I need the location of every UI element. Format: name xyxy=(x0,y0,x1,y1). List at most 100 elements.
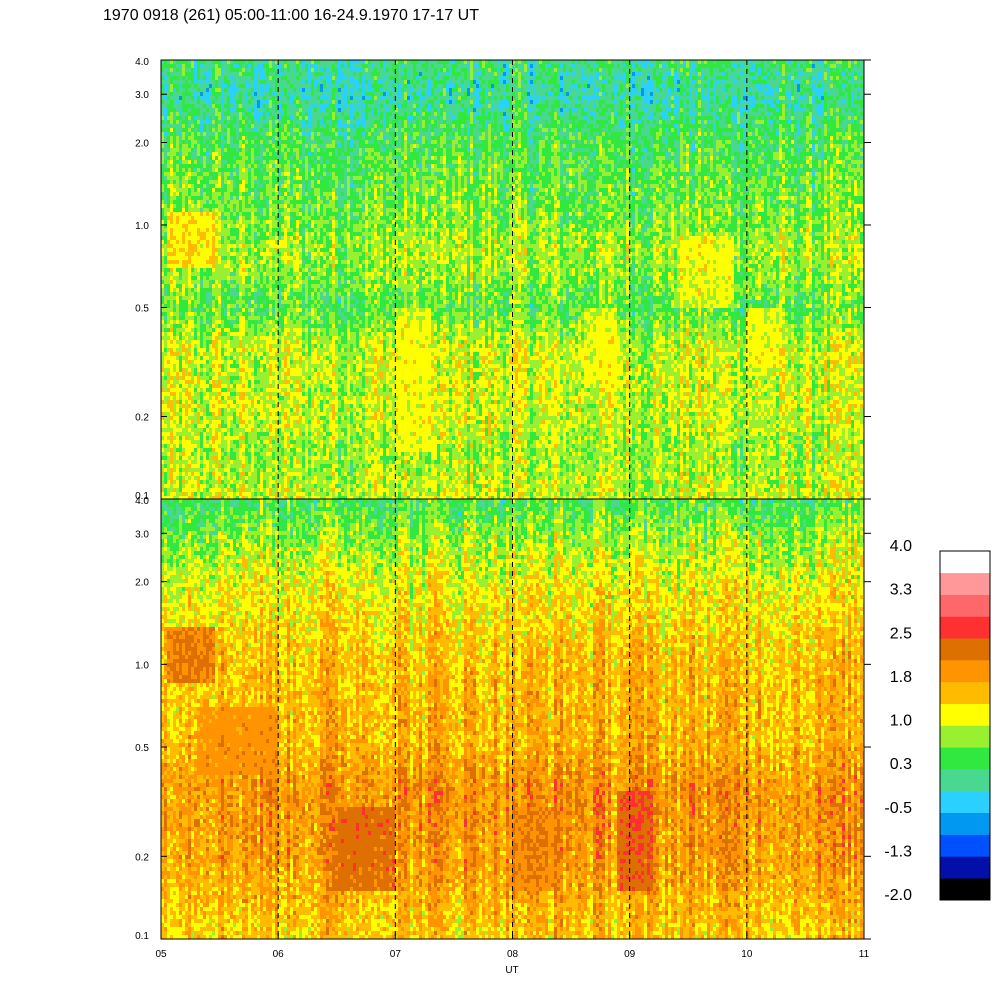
heatmap-cell xyxy=(200,440,203,444)
heatmap-cell xyxy=(245,348,248,352)
heatmap-cell xyxy=(263,240,266,244)
heatmap-cell xyxy=(167,360,170,364)
heatmap-cell xyxy=(287,444,290,448)
heatmap-cell xyxy=(236,464,239,468)
heatmap-cell xyxy=(191,352,194,356)
heatmap-cell xyxy=(245,416,248,420)
heatmap-cell xyxy=(167,332,170,336)
heatmap-cell xyxy=(188,488,191,492)
heatmap-cell xyxy=(287,352,290,356)
heatmap-cell xyxy=(206,312,209,316)
heatmap-cell xyxy=(233,248,236,252)
heatmap-cell xyxy=(185,248,188,252)
heatmap-cell xyxy=(167,400,170,404)
heatmap-cell xyxy=(182,204,185,208)
heatmap-cell xyxy=(230,376,233,380)
heatmap-cell xyxy=(224,176,227,180)
heatmap-cell xyxy=(269,140,272,144)
heatmap-cell xyxy=(179,188,182,192)
heatmap-cell xyxy=(254,264,257,268)
heatmap-cell xyxy=(224,344,227,348)
heatmap-cell xyxy=(173,284,176,288)
heatmap-cell xyxy=(230,284,233,288)
heatmap-cell xyxy=(227,100,230,104)
heatmap-cell xyxy=(260,416,263,420)
heatmap-cell xyxy=(188,436,191,440)
heatmap-cell xyxy=(191,216,194,220)
heatmap-cell xyxy=(224,376,227,380)
heatmap-cell xyxy=(182,220,185,224)
heatmap-cell xyxy=(173,320,176,324)
heatmap-cell xyxy=(251,380,254,384)
heatmap-cell xyxy=(224,228,227,232)
heatmap-cell xyxy=(233,364,236,368)
heatmap-cell xyxy=(233,128,236,132)
heatmap-cell xyxy=(164,132,167,136)
heatmap-cell xyxy=(179,288,182,292)
heatmap-cell xyxy=(209,68,212,72)
heatmap-cell xyxy=(167,180,170,184)
heatmap-cell xyxy=(200,348,203,352)
heatmap-cell xyxy=(284,348,287,352)
heatmap-cell xyxy=(239,468,242,472)
heatmap-cell xyxy=(188,88,191,92)
heatmap-cell xyxy=(272,252,275,256)
heatmap-cell xyxy=(194,88,197,92)
heatmap-cell xyxy=(173,164,176,168)
heatmap-cell xyxy=(164,372,167,376)
heatmap-cell xyxy=(179,104,182,108)
heatmap-cell xyxy=(278,200,281,204)
heatmap-cell xyxy=(266,304,269,308)
heatmap-cell xyxy=(287,168,290,172)
heatmap-cell xyxy=(212,108,215,112)
heatmap-cell xyxy=(176,88,179,92)
heatmap-cell xyxy=(233,448,236,452)
heatmap-cell xyxy=(167,192,170,196)
heatmap-cell xyxy=(182,272,185,276)
heatmap-cell xyxy=(230,244,233,248)
heatmap-cell xyxy=(245,332,248,336)
heatmap-cell xyxy=(164,248,167,252)
heatmap-cell xyxy=(203,188,206,192)
heatmap-cell xyxy=(164,420,167,424)
heatmap-cell xyxy=(224,400,227,404)
heatmap-cell xyxy=(233,140,236,144)
heatmap-cell xyxy=(179,388,182,392)
heatmap-cell xyxy=(188,184,191,188)
heatmap-cell xyxy=(266,316,269,320)
heatmap-cell xyxy=(239,412,242,416)
heatmap-cell xyxy=(245,200,248,204)
heatmap-cell xyxy=(248,340,251,344)
heatmap-cell xyxy=(203,228,206,232)
heatmap-cell xyxy=(263,328,266,332)
heatmap-cell xyxy=(248,76,251,80)
heatmap-cell xyxy=(251,196,254,200)
heatmap-cell xyxy=(242,136,245,140)
heatmap-cell xyxy=(170,476,173,480)
heatmap-cell xyxy=(215,216,218,220)
heatmap-cell xyxy=(242,304,245,308)
heatmap-cell xyxy=(197,144,200,148)
heatmap-cell xyxy=(263,244,266,248)
heatmap-cell xyxy=(257,444,260,448)
heatmap-cell xyxy=(179,192,182,196)
heatmap-cell xyxy=(269,260,272,264)
heatmap-cell xyxy=(254,60,257,64)
heatmap-cell xyxy=(206,408,209,412)
heatmap-cell xyxy=(224,420,227,424)
heatmap-cell xyxy=(170,184,173,188)
heatmap-cell xyxy=(194,480,197,484)
heatmap-cell xyxy=(212,420,215,424)
heatmap-cell xyxy=(167,116,170,120)
heatmap-cell xyxy=(260,468,263,472)
heatmap-cell xyxy=(281,212,284,216)
heatmap-cell xyxy=(254,336,257,340)
heatmap-cell xyxy=(233,340,236,344)
heatmap-cell xyxy=(215,96,218,100)
heatmap-cell xyxy=(272,476,275,480)
heatmap-cell xyxy=(254,380,257,384)
heatmap-cell xyxy=(260,464,263,468)
heatmap-cell xyxy=(227,112,230,116)
heatmap-cell xyxy=(215,240,218,244)
heatmap-cell xyxy=(236,104,239,108)
